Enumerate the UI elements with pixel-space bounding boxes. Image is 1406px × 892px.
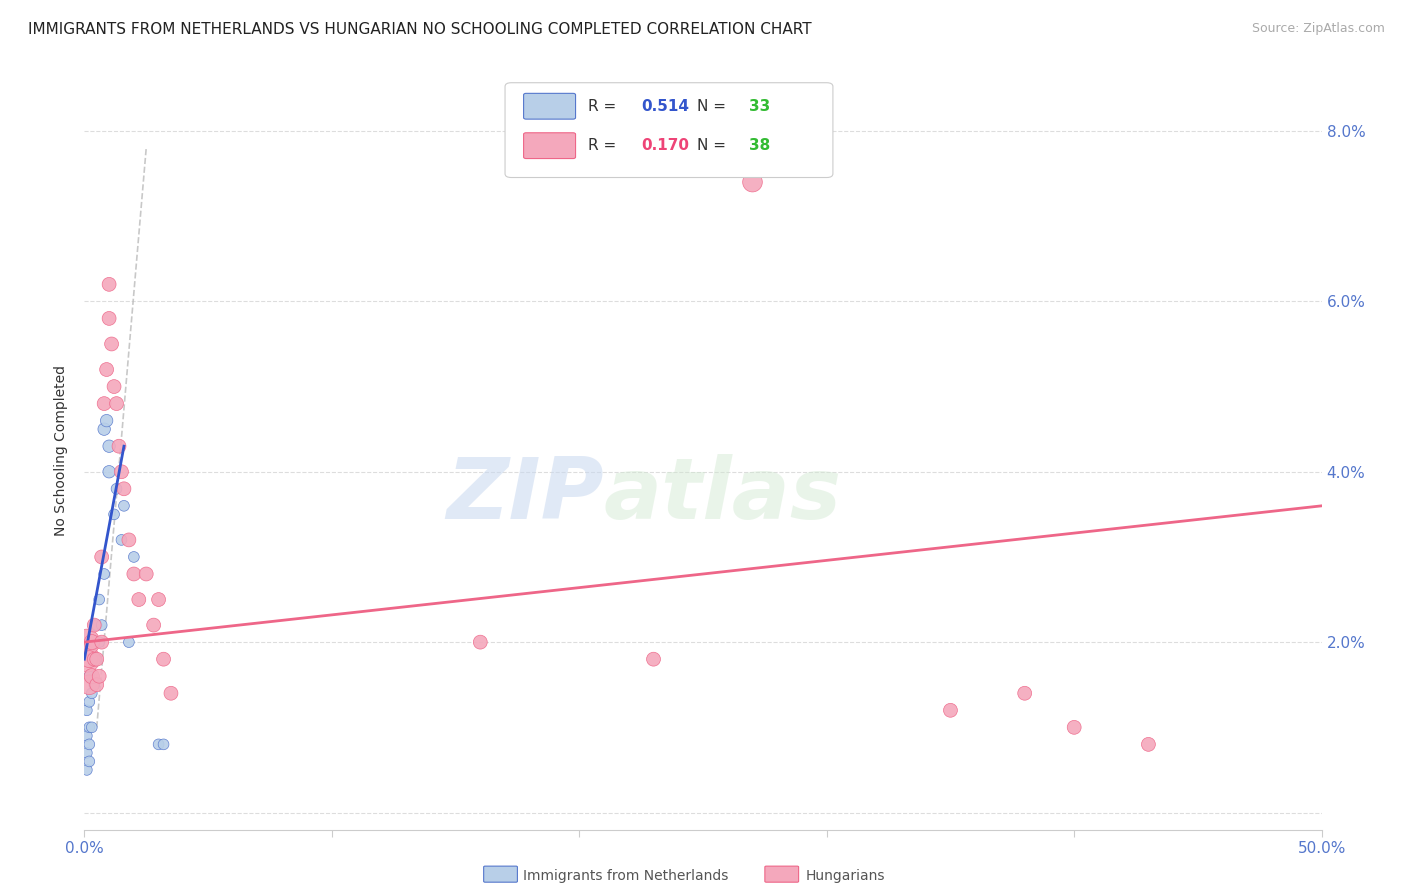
Point	[76, 703, 98, 717]
Y-axis label: No Schooling Completed: No Schooling Completed	[55, 365, 69, 536]
Point	[110, 533, 132, 547]
Point	[83, 618, 105, 632]
Point	[80, 720, 103, 734]
Text: ZIP: ZIP	[446, 454, 605, 538]
Point	[76, 652, 98, 666]
Text: Immigrants from Netherlands: Immigrants from Netherlands	[523, 869, 728, 883]
Point	[76, 763, 98, 777]
Point	[79, 737, 101, 751]
Point	[96, 362, 118, 376]
Point	[89, 592, 111, 607]
Point	[98, 277, 121, 292]
Text: N =: N =	[697, 99, 731, 114]
Point	[89, 669, 111, 683]
Point	[79, 755, 101, 769]
Point	[79, 678, 101, 692]
Point	[105, 482, 128, 496]
Point	[135, 566, 157, 581]
Text: Hungarians: Hungarians	[806, 869, 886, 883]
Point	[470, 635, 492, 649]
Point	[118, 635, 141, 649]
Point	[79, 669, 101, 683]
Point	[142, 618, 165, 632]
Point	[90, 618, 112, 632]
Point	[90, 635, 112, 649]
Point	[98, 465, 121, 479]
Point	[1014, 686, 1036, 700]
Point	[83, 678, 105, 692]
Point	[79, 652, 101, 666]
Point	[83, 652, 105, 666]
Point	[100, 337, 122, 351]
Text: 0.514: 0.514	[641, 99, 689, 114]
Point	[112, 482, 135, 496]
Point	[86, 652, 108, 666]
Point	[86, 618, 108, 632]
Point	[80, 652, 103, 666]
Point	[89, 635, 111, 649]
Point	[148, 737, 170, 751]
Point	[93, 566, 115, 581]
Point	[80, 686, 103, 700]
Point	[741, 175, 763, 189]
Point	[122, 566, 145, 581]
Point	[86, 652, 108, 666]
Point	[90, 549, 112, 564]
Point	[1063, 720, 1085, 734]
Point	[76, 729, 98, 743]
FancyBboxPatch shape	[505, 83, 832, 178]
Point	[80, 669, 103, 683]
Point	[83, 652, 105, 666]
Point	[80, 635, 103, 649]
Point	[122, 549, 145, 564]
Point	[118, 533, 141, 547]
Point	[98, 311, 121, 326]
Point	[79, 720, 101, 734]
Point	[1137, 737, 1160, 751]
Point	[93, 422, 115, 436]
Text: atlas: atlas	[605, 454, 842, 538]
Point	[96, 414, 118, 428]
Point	[76, 746, 98, 760]
Point	[148, 592, 170, 607]
Point	[93, 396, 115, 410]
Point	[76, 635, 98, 649]
Point	[152, 652, 174, 666]
Point	[103, 379, 125, 393]
FancyBboxPatch shape	[523, 133, 575, 159]
Point	[152, 737, 174, 751]
Text: IMMIGRANTS FROM NETHERLANDS VS HUNGARIAN NO SCHOOLING COMPLETED CORRELATION CHAR: IMMIGRANTS FROM NETHERLANDS VS HUNGARIAN…	[28, 22, 811, 37]
FancyBboxPatch shape	[523, 94, 575, 120]
Point	[110, 465, 132, 479]
Point	[112, 499, 135, 513]
Text: N =: N =	[697, 138, 731, 153]
Point	[105, 396, 128, 410]
Text: 38: 38	[749, 138, 770, 153]
Point	[643, 652, 665, 666]
Point	[86, 678, 108, 692]
Text: R =: R =	[588, 99, 621, 114]
Point	[939, 703, 962, 717]
Text: Source: ZipAtlas.com: Source: ZipAtlas.com	[1251, 22, 1385, 36]
Point	[108, 439, 131, 453]
Point	[83, 618, 105, 632]
Text: 0.170: 0.170	[641, 138, 689, 153]
Text: R =: R =	[588, 138, 621, 153]
Point	[103, 508, 125, 522]
Point	[79, 695, 101, 709]
Point	[160, 686, 183, 700]
Point	[98, 439, 121, 453]
Text: 33: 33	[749, 99, 770, 114]
Point	[128, 592, 150, 607]
